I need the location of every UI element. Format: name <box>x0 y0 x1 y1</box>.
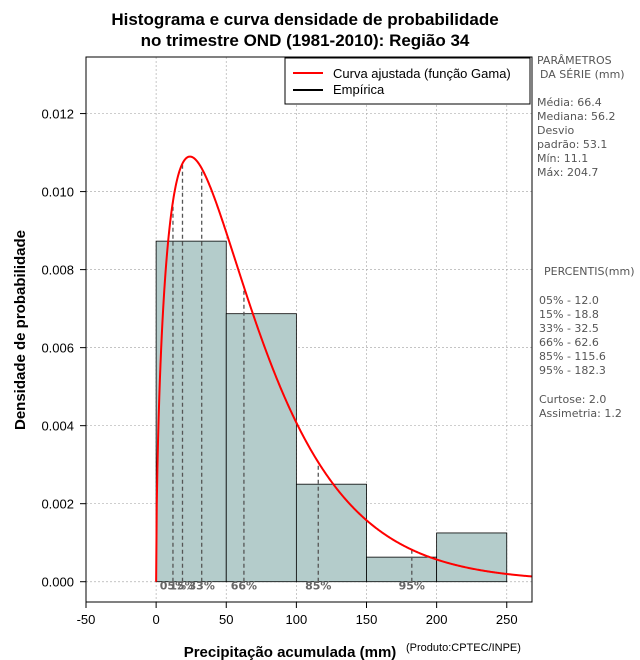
y-tick-label-5: 0.010 <box>41 185 74 200</box>
params-title-1: PARÂMETROS <box>537 54 612 67</box>
x-tick-label-1: 0 <box>153 612 160 627</box>
series-parameters-panel: PARÂMETROS DA SÉRIE (mm) Média: 66.4 Med… <box>537 54 625 179</box>
y-tick-label-1: 0.002 <box>41 497 74 512</box>
percentile-label-05%: 05% <box>160 580 186 593</box>
x-tick-label-0: -50 <box>77 612 96 627</box>
param-max: Máx: 204.7 <box>537 166 598 179</box>
percentil-66: 66% - 62.6 <box>539 336 599 349</box>
histogram-bar-3 <box>366 556 438 583</box>
percentil-33: 33% - 32.5 <box>539 322 599 335</box>
legend-empirical-label: Empírica <box>333 82 385 97</box>
histogram-bar-0 <box>155 240 227 583</box>
x-tick-label-5: 200 <box>426 612 448 627</box>
chart-title-line2: no trimestre OND (1981-2010): Região 34 <box>141 31 470 50</box>
y-tick-label-4: 0.008 <box>41 263 74 278</box>
percentil-85: 85% - 115.6 <box>539 350 606 363</box>
gamma-curve-layer <box>155 155 533 582</box>
percentile-label-15%: 15% <box>169 580 195 593</box>
legend-box <box>284 57 531 105</box>
histogram-bar-4 <box>436 532 508 583</box>
gamma-fit-curve <box>155 155 533 582</box>
assimetria: Assimetria: 1.2 <box>539 407 622 420</box>
histogram-bars <box>155 240 508 583</box>
legend-curve-label: Curva ajustada (função Gama) <box>333 66 511 81</box>
y-tick-label-6: 0.012 <box>41 107 74 122</box>
params-title-2: DA SÉRIE (mm) <box>540 68 625 81</box>
percentil-05: 05% - 12.0 <box>539 294 599 307</box>
plot-frame <box>85 56 533 603</box>
percentile-label-66%: 66% <box>231 580 257 593</box>
y-axis-label: Densidade de probabilidade <box>12 230 29 430</box>
y-tick-label-2: 0.004 <box>41 419 74 434</box>
y-tick-label-3: 0.006 <box>41 341 74 356</box>
legend: Curva ajustada (função Gama) Empírica <box>284 57 531 105</box>
param-min: Mín: 11.1 <box>537 152 588 165</box>
percentile-label-33%: 33% <box>189 580 215 593</box>
param-media: Média: 66.4 <box>537 96 602 109</box>
y-tick-label-0: 0.000 <box>41 575 74 590</box>
percentis-title: PERCENTIS(mm) <box>544 265 635 278</box>
histogram-bar-1 <box>225 313 297 583</box>
x-tick-label-6: 250 <box>496 612 518 627</box>
percentile-label-85%: 85% <box>305 580 331 593</box>
histogram-bar-2 <box>295 483 367 583</box>
percentile-markers: 05%15%33% 66% 85% 95% <box>160 163 425 593</box>
percentil-95: 95% - 182.3 <box>539 364 606 377</box>
param-mediana: Mediana: 56.2 <box>537 110 615 123</box>
percentil-15: 15% - 18.8 <box>539 308 599 321</box>
param-desvio-1: Desvio <box>537 124 575 137</box>
curtose: Curtose: 2.0 <box>539 393 606 406</box>
x-tick-label-3: 100 <box>286 612 308 627</box>
percentiles-panel: PERCENTIS(mm) 05% - 12.0 15% - 18.8 33% … <box>539 265 635 420</box>
x-axis-label: Precipitação acumulada (mm) <box>184 644 397 660</box>
y-axis-ticks: 0.000 0.002 0.004 0.006 0.008 0.010 0.012 <box>41 107 86 590</box>
x-tick-label-2: 50 <box>219 612 233 627</box>
chart-title-line1: Histograma e curva densidade de probabil… <box>111 10 498 29</box>
x-tick-label-4: 150 <box>356 612 378 627</box>
percentile-label-95%: 95% <box>399 580 425 593</box>
product-credit: (Produto:CPTEC/INPE) <box>406 642 521 654</box>
x-axis-ticks: -50 0 50 100 150 200 250 <box>77 602 518 627</box>
param-desvio-2: padrão: 53.1 <box>537 138 607 151</box>
